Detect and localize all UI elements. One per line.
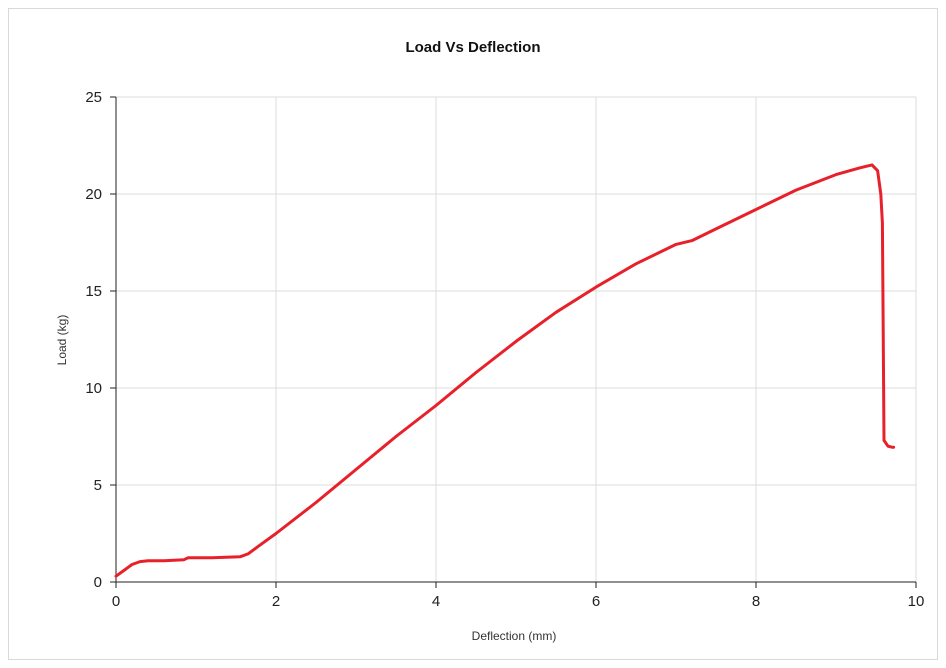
- x-tick-label: 0: [112, 593, 120, 610]
- axes: [110, 96, 917, 588]
- y-axis-label: Load (kg): [55, 315, 69, 366]
- series-line: [114, 163, 896, 578]
- y-tick-label: 15: [85, 283, 102, 300]
- y-tick-label: 10: [85, 380, 102, 397]
- y-tick-label: 0: [94, 574, 102, 591]
- y-tick-label: 20: [85, 186, 102, 203]
- x-tick-label: 10: [908, 593, 925, 610]
- tick-labels: 0 2 4 6 8 10 0 5 10 15 20 25: [85, 89, 924, 610]
- x-tick-label: 4: [432, 593, 440, 610]
- x-tick-label: 6: [592, 593, 600, 610]
- chart-frame: [8, 8, 938, 660]
- grid-lines: [116, 96, 917, 582]
- x-tick-label: 2: [272, 593, 280, 610]
- x-tick-label: 8: [752, 593, 760, 610]
- chart-title: Load Vs Deflection: [405, 39, 540, 56]
- y-tick-label: 5: [94, 477, 102, 494]
- x-axis-label: Deflection (mm): [472, 629, 557, 643]
- y-tick-label: 25: [85, 89, 102, 106]
